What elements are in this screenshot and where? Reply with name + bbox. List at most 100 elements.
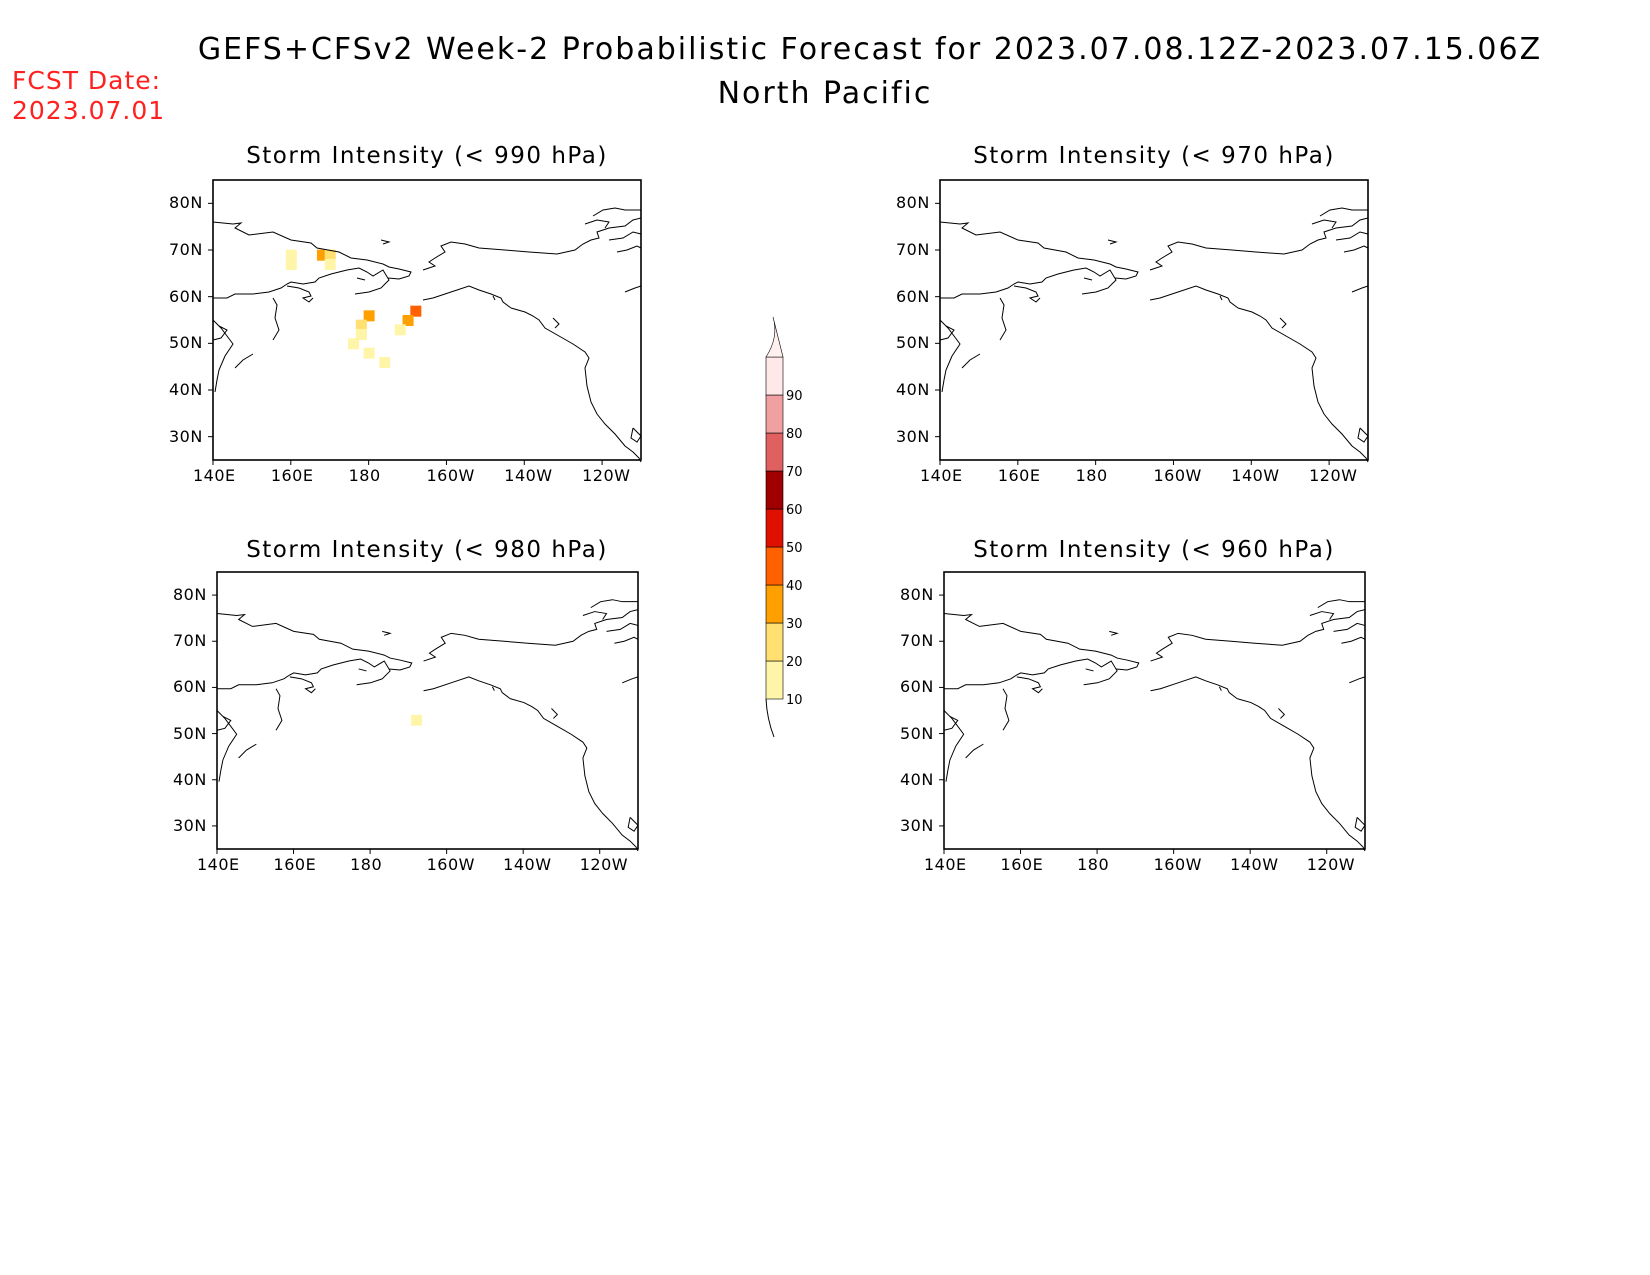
coastline [1218, 686, 1222, 691]
coastline [622, 676, 639, 684]
lon-label: 120W [1306, 855, 1356, 874]
lat-label: 30N [169, 426, 203, 446]
coastline [1319, 207, 1368, 217]
coastline [238, 743, 257, 759]
lat-label: 50N [169, 333, 203, 353]
coastline [275, 688, 283, 731]
lon-label: 120W [582, 466, 631, 485]
lat-label: 70N [900, 631, 934, 651]
colorbar-label: 60 [786, 503, 803, 518]
colorbar-label: 80 [786, 427, 803, 442]
prob-cell [379, 357, 391, 368]
lat-label: 30N [173, 815, 207, 835]
coastline [1349, 676, 1366, 684]
coastline [1219, 295, 1223, 301]
coastline [423, 609, 639, 662]
coastline [1013, 285, 1041, 303]
coastline [551, 708, 559, 719]
coastline [234, 353, 254, 369]
panel-title-990: Storm Intensity (< 990 hPa) [246, 143, 608, 169]
lon-label: 140W [1231, 466, 1280, 485]
coastline [1311, 219, 1337, 229]
coastline [1149, 285, 1239, 309]
colorbar-segment [765, 394, 784, 434]
colorbar: 10 20 30 40 50 60 70 80 90 [765, 316, 803, 738]
coastline [606, 622, 639, 632]
coastline [286, 285, 314, 303]
lon-label: 180 [1077, 855, 1110, 874]
colorbar-label: 30 [786, 617, 803, 632]
lon-label: 140W [1230, 855, 1279, 874]
coastline [272, 297, 280, 341]
lon-label: 180 [1075, 466, 1108, 485]
prob-cell [348, 338, 360, 350]
coastline [213, 267, 390, 299]
colorbar-segment [765, 432, 784, 472]
colorbar-label: 90 [786, 389, 803, 404]
coastline [584, 219, 610, 229]
coastline [943, 710, 965, 782]
coastline [1109, 630, 1119, 636]
lon-label: 140W [504, 466, 553, 485]
lon-label: 160W [1153, 855, 1202, 874]
lon-label: 140E [920, 466, 963, 485]
colorbar-label: 20 [786, 655, 803, 670]
map-panel-960 [939, 571, 1366, 854]
lon-label: 160E [273, 855, 317, 874]
prob-cell [363, 347, 375, 359]
colorbar-label: 40 [786, 579, 803, 594]
prob-cell [324, 259, 336, 270]
coastline [216, 715, 232, 731]
colorbar-top-cap [765, 316, 784, 358]
lat-label: 70N [169, 240, 203, 259]
lon-label: 160W [1153, 466, 1202, 485]
coastline [961, 353, 981, 369]
lat-label: 40N [169, 380, 203, 399]
prob-cell [363, 310, 375, 322]
lat-label: 40N [896, 380, 930, 399]
coastline [491, 686, 495, 691]
coastline [943, 613, 1140, 671]
fcst-date-value: 2023.07.01 [12, 96, 166, 125]
coastline [1279, 317, 1287, 329]
coastline [614, 636, 639, 644]
coastline [1002, 688, 1010, 731]
lon-label: 160W [426, 466, 475, 485]
coastline [1343, 245, 1369, 253]
coastline [592, 207, 641, 217]
coastline [216, 710, 238, 782]
lat-label: 40N [173, 769, 207, 789]
lon-label: 120W [1309, 466, 1358, 485]
lon-label: 120W [579, 855, 629, 874]
coastline [999, 297, 1007, 341]
prob-cell [410, 305, 422, 317]
coastline [1149, 217, 1369, 271]
lon-label: 160E [270, 466, 314, 485]
coastline [965, 743, 984, 759]
coastline [1357, 427, 1369, 443]
coastline [422, 217, 642, 271]
coastline [1278, 708, 1286, 719]
panel-title-970: Storm Intensity (< 970 hPa) [973, 143, 1335, 169]
coastline [940, 267, 1117, 299]
coastline [492, 295, 496, 301]
coastline [944, 658, 1118, 690]
coastline [212, 221, 412, 280]
prob-cell [324, 249, 336, 261]
coastline [1335, 231, 1369, 241]
subtitle: North Pacific [717, 76, 933, 111]
coastline [356, 277, 366, 281]
prob-cell [316, 249, 328, 261]
coastline [1107, 239, 1118, 245]
map-panel-970 [935, 179, 1369, 465]
coastline [216, 613, 413, 671]
coastline [423, 676, 511, 700]
colorbar-label: 50 [786, 541, 803, 556]
lon-label: 140E [924, 855, 967, 874]
map-panel-990 [208, 179, 642, 465]
lat-label: 70N [173, 631, 207, 651]
panel-title-980: Storm Intensity (< 980 hPa) [246, 537, 608, 563]
colorbar-segment [765, 470, 784, 510]
coastline [1150, 676, 1238, 700]
map-frame [212, 179, 642, 461]
